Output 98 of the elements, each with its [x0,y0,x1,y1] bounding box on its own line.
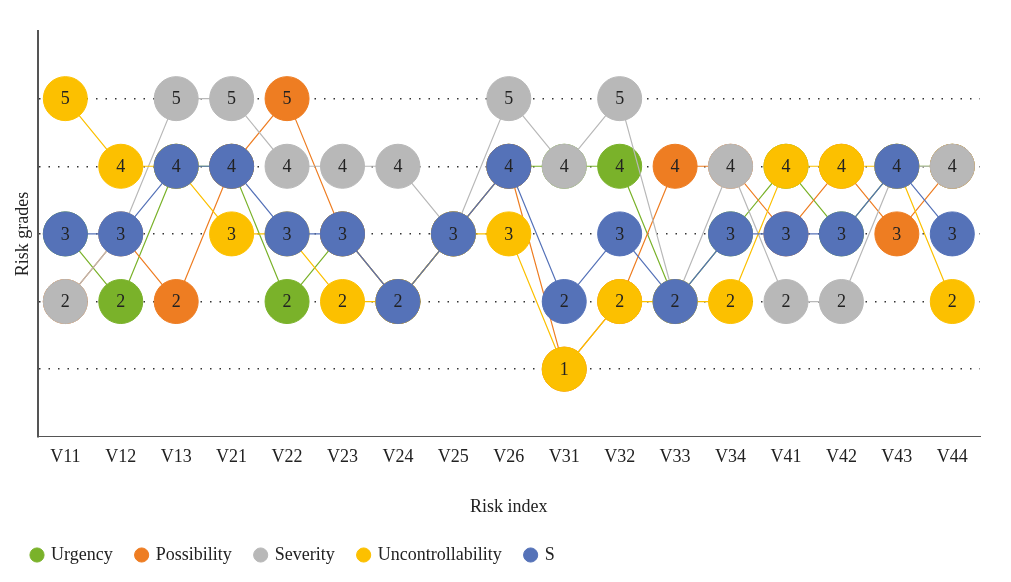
point [818,279,864,325]
point [264,76,310,122]
point [319,143,365,189]
data-label: 3 [448,223,458,244]
point [209,76,255,122]
data-label: 2 [726,291,736,312]
x-tick-label: V21 [216,446,248,467]
x-tick-label: V25 [437,446,469,467]
data-label: 4 [116,156,126,176]
data-label: 3 [282,223,292,244]
x-tick-label: V11 [50,446,81,467]
point [264,279,310,325]
data-label: 4 [393,156,403,176]
data-label: 3 [60,223,70,244]
data-label: 3 [615,223,625,244]
point [98,279,144,325]
x-tick-label: V44 [936,446,968,467]
x-tick-label: V34 [715,446,747,467]
x-tick-label: V22 [271,446,303,467]
point [98,143,144,189]
data-label: 2 [337,291,347,312]
data-label: 3 [227,223,237,244]
data-label: 4 [836,156,846,176]
data-label: 4 [282,156,292,176]
data-label: 4 [947,156,957,176]
point [652,143,698,189]
data-label: 4 [171,156,181,176]
data-label: 4 [781,156,791,176]
data-label: 3 [892,223,902,244]
x-tick-label: V42 [825,446,857,467]
point [929,211,975,257]
x-tick-label: V33 [659,446,691,467]
data-label: 4 [892,156,902,176]
data-label: 3 [947,223,957,244]
data-label: 5 [504,88,514,109]
data-label: 2 [393,291,403,312]
data-label: 2 [171,291,181,312]
data-label: 2 [781,291,791,312]
data-label: 4 [559,156,569,176]
data-label: 1 [559,358,569,379]
data-label: 2 [615,291,625,312]
point [708,279,754,325]
data-label: 3 [726,223,736,244]
legend-label: Severity [274,543,335,564]
data-label: 4 [227,156,237,176]
point [42,76,88,122]
data-label: 4 [726,156,736,176]
point [153,76,199,122]
point [375,143,421,189]
point [874,211,920,257]
x-tick-label: V32 [604,446,636,467]
x-tick-label: V31 [548,446,580,467]
x-axis-title: Risk index [470,495,548,516]
data-label: 4 [615,156,625,176]
data-label: 3 [781,223,791,244]
legend-label: Uncontrollability [377,543,502,564]
point [209,211,255,257]
data-label: 2 [670,291,680,312]
point [319,279,365,325]
data-label: 2 [282,291,292,312]
x-tick-label: V24 [382,446,414,467]
data-label: 2 [947,291,957,312]
data-label: 2 [559,291,569,312]
data-label: 4 [670,156,680,176]
point [929,279,975,325]
data-label: 2 [60,291,70,312]
point [597,211,643,257]
legend-label: S [544,543,555,564]
x-tick-label: V26 [493,446,525,467]
legend-label: Possibility [155,543,232,564]
data-label: 3 [504,223,514,244]
data-label: 2 [836,291,846,312]
data-label: 5 [171,88,181,109]
point [597,143,643,189]
data-label: 5 [282,88,292,109]
point [486,76,532,122]
x-tick-label: V13 [160,446,192,467]
x-tick-label: V41 [770,446,802,467]
data-label: 4 [337,156,347,176]
x-tick-label: V43 [881,446,913,467]
x-tick-label: V12 [105,446,137,467]
data-label: 5 [60,88,70,109]
point [597,76,643,122]
data-label: 4 [504,156,514,176]
data-label: 5 [615,88,625,109]
x-tick-label: V23 [326,446,358,467]
data-label: 3 [337,223,347,244]
data-label: 3 [116,223,126,244]
y-axis-title: Risk grades [11,191,32,277]
point [486,211,532,257]
point [153,279,199,325]
point [541,279,587,325]
data-label: 3 [836,223,846,244]
point [264,143,310,189]
point [763,279,809,325]
data-label: 2 [116,291,126,312]
data-label: 5 [227,88,237,109]
legend-label: Urgency [51,543,113,564]
